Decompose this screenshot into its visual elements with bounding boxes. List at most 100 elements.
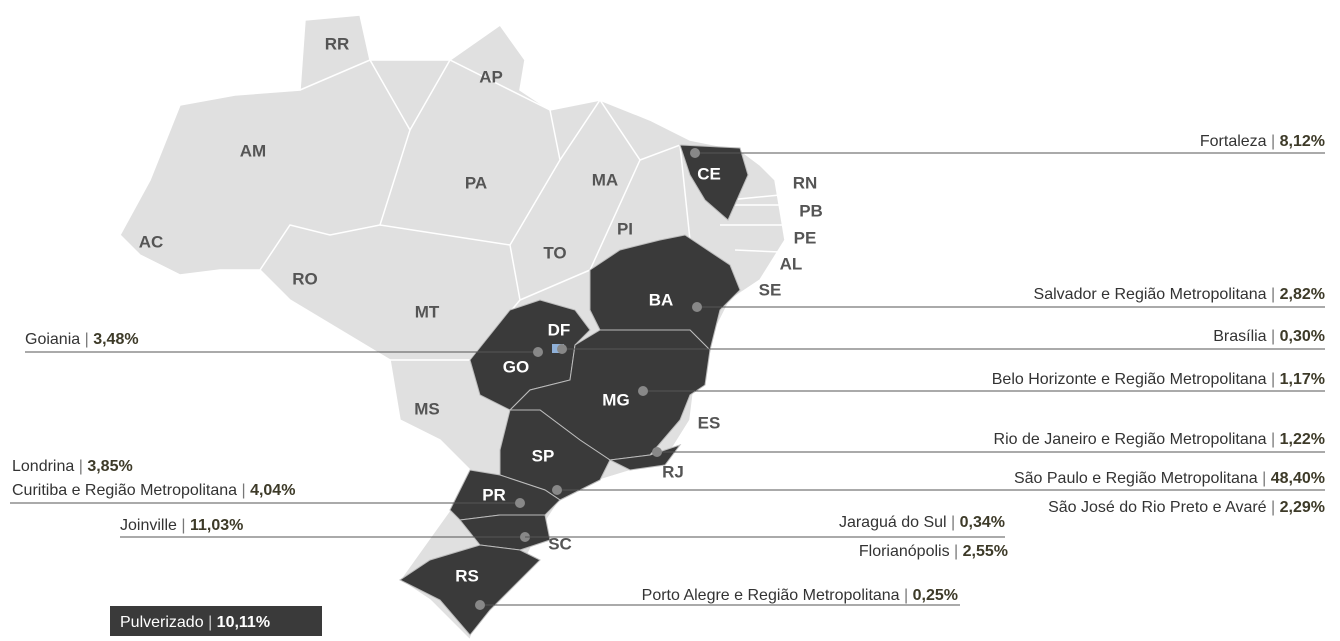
value: 11,03%: [190, 517, 243, 534]
value: 0,30%: [1280, 328, 1325, 345]
country: [119, 14, 786, 641]
callout-label: Salvador e Região Metropolitana | 2,82%: [1034, 286, 1325, 303]
pulverized-label: Pulverizado | 10,11%: [120, 614, 270, 631]
separator: |: [1267, 371, 1280, 388]
state-label: PR: [482, 485, 506, 504]
city-dot: [638, 386, 648, 396]
state-label: AC: [139, 232, 164, 251]
separator: |: [1267, 499, 1280, 516]
separator: |: [900, 587, 913, 604]
city: Brasília: [1213, 328, 1266, 345]
city: Jaraguá do Sul: [839, 514, 947, 531]
state-labels: RR AP AM PA MA CE RN PB PE AL SE PI TO AC RO MT BA DF GO MG…: [139, 34, 823, 585]
callout-label: Rio de Janeiro e Região Metropolitana | …: [994, 431, 1325, 448]
value: 2,55%: [963, 543, 1008, 560]
dark-state: [608, 444, 682, 471]
city: São Paulo e Região Metropolitana: [1014, 470, 1258, 487]
value: 3,85%: [87, 458, 132, 475]
dark-state: [679, 144, 749, 221]
callout-label: Goiania | 3,48%: [25, 331, 139, 348]
value: 1,17%: [1280, 371, 1325, 388]
state-label: PI: [617, 219, 633, 238]
state-label: AP: [479, 67, 503, 86]
callout-label: Belo Horizonte e Região Metropolitana | …: [992, 371, 1325, 388]
city-dot: [475, 600, 485, 610]
state-label: SE: [759, 280, 782, 299]
state-label: MT: [415, 302, 440, 321]
dark-state: [399, 544, 541, 636]
state-label: SP: [532, 446, 555, 465]
separator: |: [950, 543, 963, 560]
callout-label: Londrina | 3,85%: [12, 458, 133, 475]
separator: |: [177, 517, 190, 534]
value: 10,11%: [217, 614, 270, 631]
value: 3,48%: [93, 331, 138, 348]
city-dot: [652, 447, 662, 457]
value: 2,29%: [1280, 499, 1325, 516]
state-label: RS: [455, 566, 479, 585]
callout-label: Porto Alegre e Região Metropolitana | 0,…: [642, 587, 958, 604]
value: 4,04%: [250, 482, 295, 499]
state-label: DF: [548, 320, 571, 339]
separator: |: [80, 331, 93, 348]
separator: |: [1258, 470, 1271, 487]
city-dot: [690, 148, 700, 158]
state-label: ES: [698, 413, 721, 432]
callout-label: São Paulo e Região Metropolitana | 48,40…: [1014, 470, 1325, 487]
city: Pulverizado: [120, 614, 204, 631]
city: Fortaleza: [1200, 133, 1267, 150]
callout-label: Fortaleza | 8,12%: [1200, 133, 1325, 150]
border: [734, 249, 781, 253]
value: 48,40%: [1271, 470, 1325, 487]
border: [409, 59, 561, 246]
state-label: SC: [548, 534, 572, 553]
city: Londrina: [12, 458, 74, 475]
state-label: RO: [292, 269, 318, 288]
callouts: Fortaleza | 8,12% Salvador e Região Metro…: [10, 133, 1325, 610]
separator: |: [237, 482, 250, 499]
separator: |: [1267, 431, 1280, 448]
city: Florianópolis: [859, 543, 950, 560]
value: 0,34%: [960, 514, 1005, 531]
separator: |: [74, 458, 87, 475]
state-label: RJ: [662, 462, 684, 481]
state-label: GO: [503, 357, 529, 376]
state-label: MA: [592, 170, 618, 189]
city: Joinville: [120, 517, 177, 534]
value: 1,22%: [1280, 431, 1325, 448]
value: 0,25%: [913, 587, 958, 604]
callout-label: Florianópolis | 2,55%: [859, 543, 1008, 560]
city-dot: [533, 347, 543, 357]
state-label: CE: [697, 164, 721, 183]
callout-label: Brasília | 0,30%: [1213, 328, 1325, 345]
city: Salvador e Região Metropolitana: [1034, 286, 1267, 303]
state-label: PA: [465, 173, 487, 192]
city: São José do Rio Preto e Avaré: [1048, 499, 1267, 516]
state-label: MS: [414, 399, 440, 418]
value: 8,12%: [1280, 133, 1325, 150]
city: Curitiba e Região Metropolitana: [12, 482, 237, 499]
city-dot: [552, 485, 562, 495]
state-label: RR: [325, 34, 350, 53]
state-label: MG: [602, 390, 629, 409]
separator: |: [947, 514, 960, 531]
city: Goiania: [25, 331, 80, 348]
state-label: AL: [780, 254, 803, 273]
city-dot: [557, 344, 567, 354]
value: 2,82%: [1280, 286, 1325, 303]
state-label: PB: [799, 201, 823, 220]
separator: |: [1267, 286, 1280, 303]
city: Rio de Janeiro e Região Metropolitana: [994, 431, 1267, 448]
city-dot: [515, 498, 525, 508]
callout-label: Curitiba e Região Metropolitana | 4,04%: [12, 482, 295, 499]
callout-label: Joinville | 11,03%: [120, 517, 243, 534]
separator: |: [1267, 133, 1280, 150]
city: Porto Alegre e Região Metropolitana: [642, 587, 900, 604]
city: Belo Horizonte e Região Metropolitana: [992, 371, 1267, 388]
separator: |: [208, 614, 217, 631]
callout-label: Jaraguá do Sul | 0,34%: [839, 514, 1005, 531]
pulverized-box: [110, 606, 322, 636]
separator: |: [1267, 328, 1280, 345]
callout-label: São José do Rio Preto e Avaré | 2,29%: [1048, 499, 1325, 516]
